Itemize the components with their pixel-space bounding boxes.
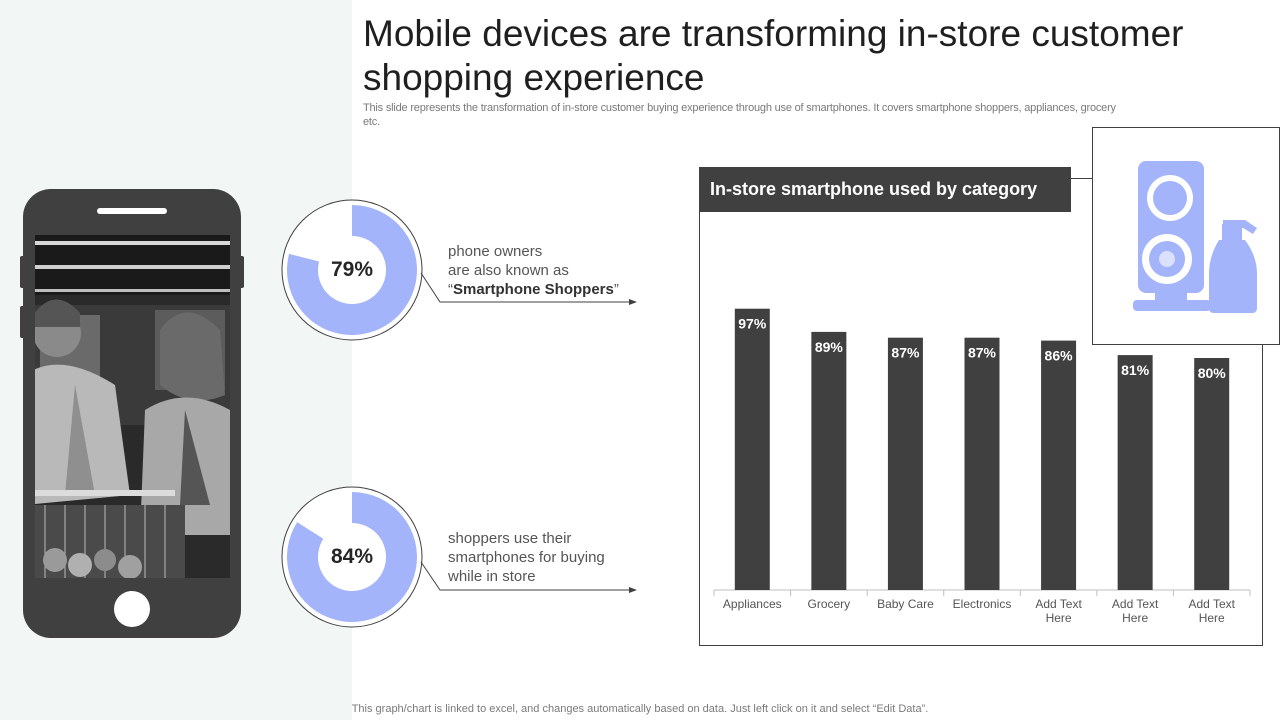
bar-value-label: 87% <box>891 345 920 361</box>
shoppers-photo-drawing <box>35 235 230 578</box>
appliance-icon-box <box>1092 127 1280 345</box>
phone-home-button <box>114 591 150 627</box>
bar-value-label: 97% <box>738 316 767 332</box>
bar[interactable] <box>1041 340 1077 590</box>
stat-donut-2: 84% <box>281 486 423 628</box>
bar-value-label: 86% <box>1045 348 1074 364</box>
category-tick-label: Baby Care <box>877 597 934 611</box>
smartphone-icon <box>23 189 241 638</box>
stat-donut-1-arc <box>287 205 417 335</box>
stat-text-1: phone owners are also known as “Smartpho… <box>448 242 619 299</box>
stat-text-2-line-2: smartphones for buying <box>448 549 605 566</box>
bar[interactable] <box>1194 358 1230 590</box>
phone-side-button <box>239 256 244 288</box>
phone-side-button <box>20 256 25 288</box>
category-tick-label: Grocery <box>808 597 851 611</box>
stat-callout-line-2 <box>420 561 637 593</box>
bar-value-label: 81% <box>1121 362 1150 378</box>
bar-value-label: 87% <box>968 345 997 361</box>
stat-value-1: 79% <box>330 258 374 281</box>
category-tick-label: Appliances <box>723 597 782 611</box>
stat-text-1-line-3: “Smartphone Shoppers” <box>448 280 619 299</box>
category-tick-label: Add Text Here <box>1035 597 1082 625</box>
bar[interactable] <box>734 308 770 590</box>
stat-text-2-line-1: shoppers use their <box>448 530 572 547</box>
page-subtitle: This slide represents the transformation… <box>363 102 1116 128</box>
category-tick-label: Add Text Here <box>1188 597 1235 625</box>
stat-text-1-line-1: phone owners <box>448 243 543 260</box>
shoppers-photo <box>35 235 230 578</box>
stat-donut-1-graphic <box>281 199 423 341</box>
bar[interactable] <box>887 337 923 590</box>
chart-title: In-store smartphone used by category <box>699 167 1071 212</box>
bar-value-label: 80% <box>1198 365 1227 381</box>
bar-chart[interactable]: 97% Appliances 89% Grocery 87% Baby Care 87% El… <box>700 179 1264 647</box>
phone-speaker <box>97 208 167 214</box>
quote-open: “ <box>448 281 453 298</box>
stat-donut-2-arc <box>287 492 417 622</box>
stat-text-1-line-2: are also known as <box>448 262 569 279</box>
stat-text-2: shoppers use their smartphones for buyin… <box>448 529 605 586</box>
phone-side-button <box>20 306 25 338</box>
stat-callout-line-1 <box>420 272 637 305</box>
bar-value-label: 89% <box>815 339 844 355</box>
category-tick-label: Electronics <box>953 597 1012 611</box>
washing-appliance-icon <box>1133 161 1257 313</box>
stat-donut-2-graphic <box>281 486 423 628</box>
bar[interactable] <box>811 331 847 590</box>
stat-value-2: 84% <box>330 545 374 568</box>
quote-close: ” <box>613 281 619 298</box>
bar[interactable] <box>964 337 1000 590</box>
category-tick-label: Add Text Here <box>1112 597 1159 625</box>
bar[interactable] <box>1117 355 1153 590</box>
stat-text-2-line-3: while in store <box>448 568 536 585</box>
stat-text-1-highlight: Smartphone Shoppers <box>453 281 614 298</box>
page-title: Mobile devices are transforming in-store… <box>363 13 1184 98</box>
stat-donut-1: 79% <box>281 199 423 341</box>
footer-note: This graph/chart is linked to excel, and… <box>351 703 929 715</box>
